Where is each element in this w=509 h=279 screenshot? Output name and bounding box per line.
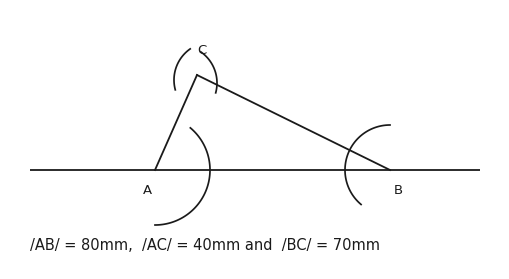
Text: C: C (197, 44, 206, 57)
Text: /AB/ = 80mm,  /AC/ = 40mm and  /BC/ = 70mm: /AB/ = 80mm, /AC/ = 40mm and /BC/ = 70mm (30, 237, 379, 252)
Text: B: B (392, 184, 402, 197)
Text: A: A (142, 184, 151, 197)
